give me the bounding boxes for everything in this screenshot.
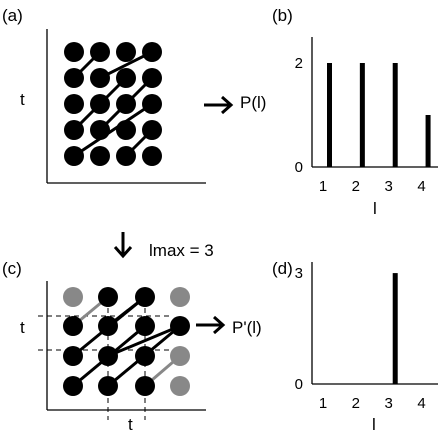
recurrence-point (90, 120, 110, 140)
removed-point (170, 376, 190, 396)
y-tick-label: 3 (295, 265, 303, 282)
recurrence-point (135, 316, 155, 336)
x-tick-label: 3 (385, 395, 393, 412)
bar (392, 63, 398, 167)
x-tick-label: 3 (385, 178, 393, 195)
panel-b-ylabel: P(l) (240, 93, 266, 112)
x-tick-label: 1 (319, 178, 327, 195)
recurrence-point (116, 42, 136, 62)
recurrence-point (64, 120, 84, 140)
recurrence-point (116, 146, 136, 166)
recurrence-point (98, 316, 118, 336)
removed-point (170, 346, 190, 366)
panel-d-ylabel: P'(l) (232, 318, 262, 337)
recurrence-lattice-c (38, 287, 190, 420)
panel-a-ylabel: t (20, 90, 25, 109)
panel-b-xlabel: l (373, 199, 377, 218)
recurrence-point (63, 316, 83, 336)
x-tick-label: 2 (352, 178, 360, 195)
recurrence-point (98, 376, 118, 396)
recurrence-point (135, 287, 155, 307)
recurrence-point (90, 94, 110, 114)
bar (359, 63, 365, 167)
recurrence-point (64, 68, 84, 88)
recurrence-point (142, 120, 162, 140)
panel-d-label: (d) (272, 259, 293, 278)
x-tick-label: 1 (319, 395, 327, 412)
recurrence-point (90, 68, 110, 88)
recurrence-point (135, 376, 155, 396)
recurrence-point (142, 146, 162, 166)
panel-d: (d) P'(l) l 1 2 3 4 0 3 (232, 259, 438, 434)
recurrence-point (64, 146, 84, 166)
x-tick-label: 4 (417, 395, 425, 412)
arrow-down (113, 232, 133, 259)
recurrence-point (170, 316, 190, 336)
recurrence-point (64, 94, 84, 114)
recurrence-point (63, 346, 83, 366)
recurrence-point (98, 287, 118, 307)
recurrence-point (135, 346, 155, 366)
y-tick-label: 0 (295, 376, 303, 393)
y-tick-label: 2 (295, 55, 303, 72)
panel-c-label: (c) (2, 259, 22, 278)
recurrence-point (142, 68, 162, 88)
recurrence-point (142, 94, 162, 114)
panel-b-label: (b) (272, 6, 293, 25)
removed-point (63, 287, 83, 307)
recurrence-point (64, 42, 84, 62)
y-tick-label: 0 (295, 159, 303, 176)
bar (425, 115, 431, 167)
panel-a-label: (a) (2, 6, 23, 25)
panel-d-xlabel: l (372, 415, 376, 434)
panel-b: (b) P(l) l 1 2 3 4 0 2 (240, 6, 438, 218)
bar (392, 273, 398, 384)
removed-point (170, 287, 190, 307)
recurrence-point (116, 94, 136, 114)
bar (327, 63, 332, 167)
recurrence-point (142, 42, 162, 62)
panel-c: (c) t t (2, 259, 206, 434)
chart-d: 1 2 3 4 0 3 (295, 262, 438, 412)
arrow-c-to-d (196, 315, 226, 335)
panel-a: (a) t (2, 6, 206, 184)
recurrence-point (116, 120, 136, 140)
recurrence-point (90, 146, 110, 166)
diagonal-line (73, 102, 153, 158)
x-tick-label: 2 (352, 395, 360, 412)
panel-c-ylabel: t (20, 318, 25, 337)
recurrence-point (90, 42, 110, 62)
recurrence-point (116, 68, 136, 88)
x-tick-label: 4 (417, 178, 425, 195)
lmax-label: lmax = 3 (149, 241, 214, 260)
recurrence-lattice-a (64, 42, 162, 166)
diagonal-line (107, 324, 181, 358)
chart-b: 1 2 3 4 0 2 (295, 37, 438, 195)
panel-c-xlabel: t (128, 415, 133, 434)
recurrence-point (98, 346, 118, 366)
arrow-a-to-b (204, 95, 234, 115)
recurrence-point (63, 376, 83, 396)
